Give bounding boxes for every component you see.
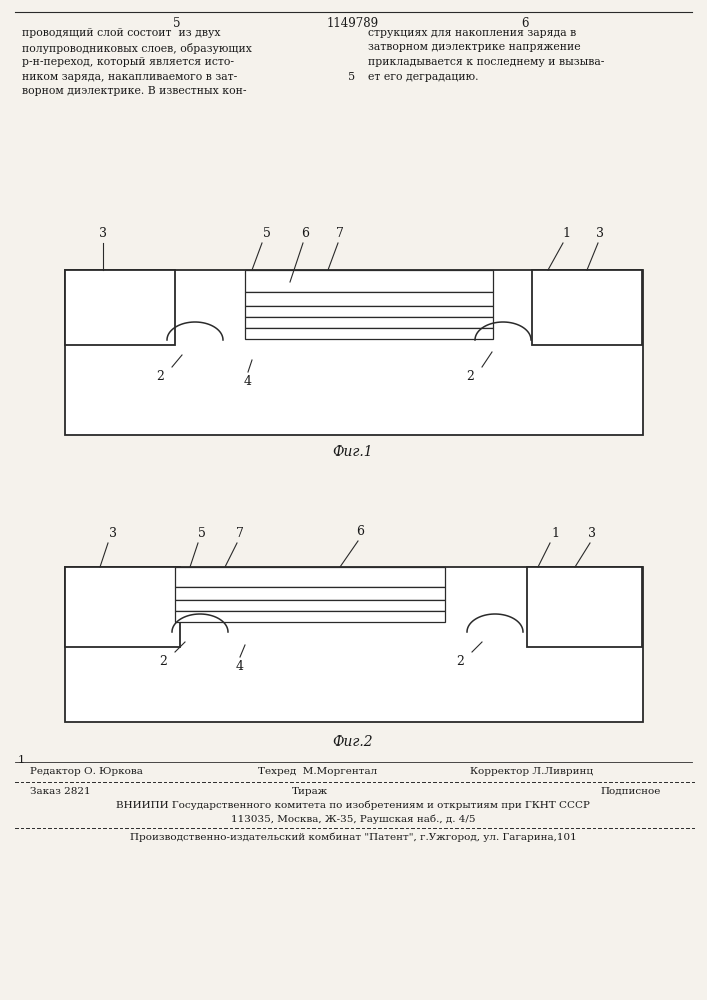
Bar [245,328,493,339]
Text: Фиг.1: Фиг.1 [333,445,373,459]
Text: ВНИИПИ Государственного комитета по изобретениям и открытиям при ГКНТ СССР: ВНИИПИ Государственного комитета по изоб… [116,800,590,810]
Text: 1: 1 [551,527,559,540]
Text: 1149789: 1149789 [327,17,379,30]
Text: 6: 6 [301,227,309,240]
Text: 2: 2 [466,370,474,383]
Bar [175,567,445,587]
Bar [65,270,175,345]
Text: 4: 4 [244,375,252,388]
Text: Подписное: Подписное [600,787,660,796]
Text: 5: 5 [198,527,206,540]
Bar [245,317,493,328]
Bar [245,306,493,317]
Text: затворном диэлектрике напряжение: затворном диэлектрике напряжение [368,42,580,52]
Text: 2: 2 [159,655,167,668]
Text: 3: 3 [109,527,117,540]
Text: струкциях для накопления заряда в: струкциях для накопления заряда в [368,28,576,38]
Text: 4: 4 [236,660,244,673]
Bar [175,600,445,611]
Text: Фиг.2: Фиг.2 [333,735,373,749]
Text: Корректор Л.Ливринц: Корректор Л.Ливринц [470,767,593,776]
Text: Тираж: Тираж [292,787,328,796]
Bar [175,587,445,600]
Text: 7: 7 [336,227,344,240]
Text: 2: 2 [456,655,464,668]
Text: прикладывается к последнему и вызыва-: прикладывается к последнему и вызыва- [368,57,604,67]
Bar [65,567,180,647]
Text: 5: 5 [349,72,356,82]
Text: 5: 5 [173,17,181,30]
Bar [527,567,642,647]
Bar [532,270,642,345]
Bar [175,611,445,622]
Text: Техред  М.Моргентал: Техред М.Моргентал [258,767,378,776]
Text: ворном диэлектрике. В известных кон-: ворном диэлектрике. В известных кон- [22,86,247,96]
Text: 5: 5 [263,227,271,240]
Text: 3: 3 [596,227,604,240]
Text: 1: 1 [18,755,25,765]
Text: ет его деградацию.: ет его деградацию. [368,72,479,82]
Text: Редактор О. Юркова: Редактор О. Юркова [30,767,143,776]
Text: 3: 3 [99,227,107,240]
Bar [65,270,643,435]
Text: 113035, Москва, Ж-35, Раушская наб., д. 4/5: 113035, Москва, Ж-35, Раушская наб., д. … [230,814,475,824]
Text: проводящий слой состоит  из двух: проводящий слой состоит из двух [22,28,221,38]
Bar [65,567,643,722]
Text: 2: 2 [156,370,164,383]
Text: 6: 6 [356,525,364,538]
Text: 1: 1 [562,227,570,240]
Text: Производственно-издательский комбинат "Патент", г.Ужгород, ул. Гагарина,101: Производственно-издательский комбинат "П… [129,833,576,842]
Text: Заказ 2821: Заказ 2821 [30,787,90,796]
Text: 6: 6 [521,17,529,30]
Text: 7: 7 [236,527,244,540]
Text: полупроводниковых слоев, образующих: полупроводниковых слоев, образующих [22,42,252,53]
Text: ником заряда, накапливаемого в зат-: ником заряда, накапливаемого в зат- [22,72,238,82]
Text: 3: 3 [588,527,596,540]
Bar [245,270,493,292]
Text: р-н-переход, который является исто-: р-н-переход, который является исто- [22,57,234,67]
Bar [245,292,493,306]
